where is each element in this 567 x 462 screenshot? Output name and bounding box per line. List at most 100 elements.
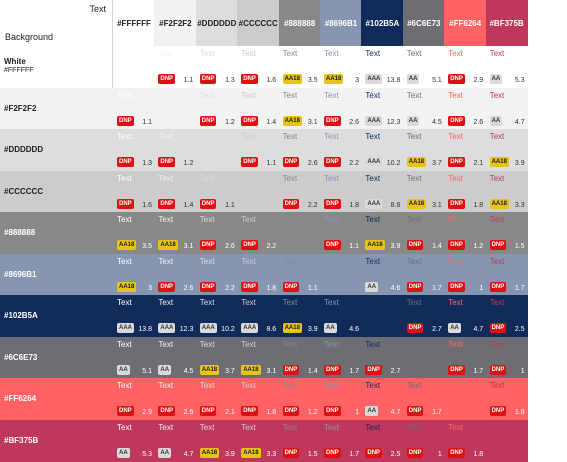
row-header-label: #F2F2F2 <box>4 103 37 113</box>
rating-badge: AA18 <box>489 157 509 167</box>
contrast-ratio: 1.1 <box>307 284 318 292</box>
contrast-cell: Text AAA 8.6 <box>237 295 280 337</box>
contrast-ratio: 1 <box>479 284 484 292</box>
contrast-cell: Text DNP 2.2 <box>278 170 321 213</box>
column-header: #DDDDDD <box>195 0 238 46</box>
sample-text: Text <box>365 339 381 349</box>
sample-text: Text <box>406 256 422 266</box>
rating-badge: DNP <box>324 447 341 458</box>
sample-text: Text <box>324 90 339 100</box>
contrast-cell: Text AA 4.5 <box>402 87 445 130</box>
sample-text: Text <box>406 215 422 224</box>
contrast-ratio: 5.1 <box>432 77 442 84</box>
row-header-label: #BF375B <box>4 435 39 445</box>
sample-text: Text <box>282 298 298 307</box>
sample-text: Text <box>365 173 381 183</box>
rating-badge: DNP <box>199 281 217 292</box>
contrast-ratio: 2.6 <box>183 284 194 292</box>
contrast-ratio: 2.2 <box>266 243 277 250</box>
rating-badge: DNP <box>282 281 300 292</box>
contrast-cell: Text DNP 1 <box>444 253 487 296</box>
rating-badge: DNP <box>448 447 465 458</box>
sample-text: Text <box>489 90 505 100</box>
contrast-ratio: 1.1 <box>183 77 194 84</box>
sample-text: Text <box>365 90 381 100</box>
column-header: #F2F2F2 <box>154 0 197 46</box>
contrast-cell: Text AAA 12.3 <box>154 295 197 337</box>
contrast-cell: Text DNP 1.1 <box>113 87 155 130</box>
contrast-cell: Text DNP 1.4 <box>237 87 280 130</box>
rating-badge: AA18 <box>117 281 137 292</box>
contrast-cell: Text DNP 2.9 <box>113 378 155 420</box>
contrast-cell: Text DNP 1.6 <box>237 46 280 88</box>
contrast-cell: Text DNP 1.7 <box>402 378 445 420</box>
sample-text: Text <box>365 215 381 224</box>
sample-text: Text <box>199 381 215 390</box>
contrast-cell <box>485 419 528 462</box>
row-header: #FF6264 <box>0 378 113 420</box>
row-header-label: #8696B1 <box>4 269 37 279</box>
contrast-ratio: 1.8 <box>514 409 525 416</box>
sample-text: Text <box>448 49 463 58</box>
contrast-ratio: 1.1 <box>349 243 359 250</box>
sample-text: Text <box>324 49 339 58</box>
contrast-ratio: 1.3 <box>142 160 152 167</box>
sample-text: Text <box>282 256 298 266</box>
sample-text: Text <box>489 256 505 266</box>
contrast-cell: Text DNP 1.1 <box>154 46 197 88</box>
rating-badge: DNP <box>448 364 465 375</box>
rating-badge: AA <box>117 447 130 458</box>
rating-badge: DNP <box>365 364 383 375</box>
rating-badge: AA <box>365 406 379 416</box>
contrast-cell: Text DNP 1.2 <box>278 378 321 420</box>
column-header: #8696B1 <box>320 0 362 46</box>
contrast-cell: Text AA18 3 <box>113 253 155 296</box>
row-header: #8696B1 <box>0 253 113 296</box>
sample-text: Text <box>199 173 215 183</box>
contrast-ratio: 4.7 <box>473 326 484 333</box>
contrast-ratio: 2.9 <box>142 409 152 416</box>
sample-text: Text <box>158 132 174 141</box>
sample-text: Text <box>241 381 256 390</box>
row-header-label: #102B5A <box>4 311 38 320</box>
contrast-ratio: 1 <box>520 367 525 375</box>
contrast-ratio: 3.5 <box>142 243 152 250</box>
contrast-cell: Text DNP 1.5 <box>278 419 321 462</box>
sample-text: Text <box>406 49 422 58</box>
contrast-cell: Text DNP 2.5 <box>485 295 528 337</box>
contrast-ratio: 3.3 <box>266 450 277 458</box>
sample-text: Text <box>489 49 505 58</box>
contrast-cell: Text DNP 1.5 <box>485 212 528 254</box>
contrast-cell <box>402 336 445 379</box>
sample-text: Text <box>406 132 422 141</box>
contrast-cell: Text AA 5.1 <box>402 46 445 88</box>
contrast-cell <box>444 378 487 420</box>
contrast-cell: Text AA 4.7 <box>154 419 197 462</box>
contrast-cell: Text DNP 1.3 <box>195 46 238 88</box>
contrast-cell: Text AAA 10.2 <box>195 295 238 337</box>
rating-badge: DNP <box>489 406 507 416</box>
sample-text: Text <box>489 215 505 224</box>
contrast-cell <box>361 295 404 337</box>
contrast-ratio: 1.7 <box>514 284 525 292</box>
contrast-cell: Text AA18 3.9 <box>361 212 404 254</box>
contrast-cell: Text DNP 1.4 <box>154 170 197 213</box>
background-axis-label: Background <box>5 32 54 42</box>
rating-badge: DNP <box>406 240 424 250</box>
column-header: #FF6264 <box>444 0 487 46</box>
row-header: #DDDDDD <box>0 129 113 171</box>
contrast-cell: Text DNP 2.2 <box>320 129 362 171</box>
contrast-cell: Text DNP 2.6 <box>195 212 238 254</box>
contrast-cell: Text AA18 3.3 <box>237 419 280 462</box>
rating-badge: DNP <box>448 240 465 250</box>
sample-text: Text <box>489 298 505 307</box>
rating-badge: DNP <box>324 115 341 126</box>
contrast-cell: Text DNP 2.2 <box>195 253 238 296</box>
rating-badge: AA <box>158 364 172 375</box>
contrast-ratio: 3.5 <box>307 77 318 84</box>
rating-badge: DNP <box>324 406 341 416</box>
contrast-ratio: 1.1 <box>266 160 277 167</box>
contrast-cell: Text AAA 13.8 <box>113 295 155 337</box>
contrast-cell: Text AA18 3.1 <box>154 212 197 254</box>
contrast-ratio: 2.5 <box>514 326 525 333</box>
